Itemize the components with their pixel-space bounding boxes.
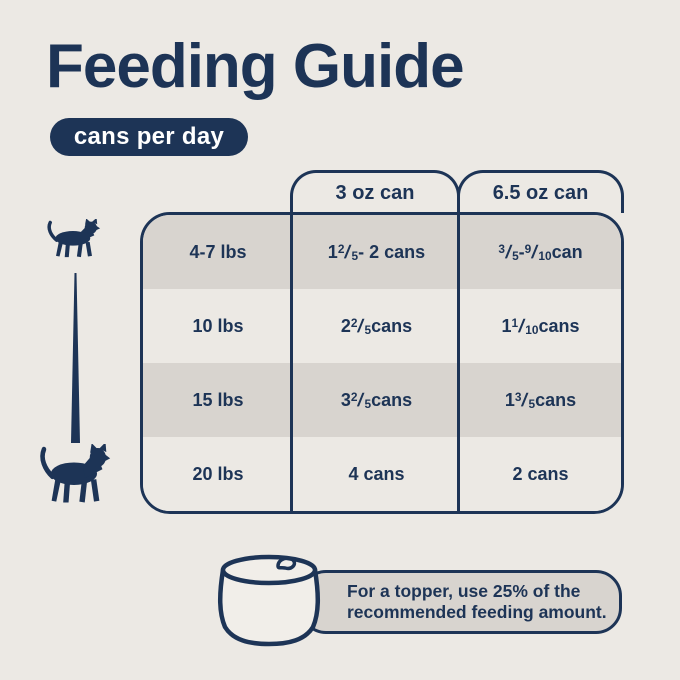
topper-note-line2: recommended feeding amount. bbox=[347, 602, 607, 622]
amount-3oz-cell: 2 2/5 cans bbox=[340, 315, 413, 338]
column-header-6-5oz: 6.5 oz can bbox=[457, 170, 624, 213]
column-header-6-5oz-label: 6.5 oz can bbox=[492, 181, 589, 204]
column-header-3oz-label: 3 oz can bbox=[335, 181, 415, 204]
weight-cell: 10 lbs bbox=[192, 315, 244, 336]
table-row: 15 lbs 3 2/5 cans 1 3/5 cans bbox=[143, 363, 621, 437]
table-row: 4-7 lbs 1 2/5 - 2 cans 3/5 - 9/10 can bbox=[143, 215, 621, 289]
badge-label: cans per day bbox=[73, 123, 225, 150]
food-can-icon bbox=[218, 554, 320, 647]
column-divider bbox=[289, 215, 293, 511]
table-row: 10 lbs 2 2/5 cans 1 1/10 cans bbox=[143, 289, 621, 363]
weight-cell: 20 lbs bbox=[192, 463, 244, 484]
amount-6-5oz-cell: 3/5 - 9/10 can bbox=[498, 241, 583, 264]
large-cat-icon bbox=[40, 444, 111, 503]
column-header-3oz: 3 oz can bbox=[290, 170, 460, 213]
amount-3oz-cell: 1 2/5 - 2 cans bbox=[327, 241, 426, 264]
page-title: Feeding Guide bbox=[46, 32, 465, 101]
cans-per-day-badge: cans per day bbox=[50, 118, 248, 156]
small-cat-icon bbox=[47, 219, 101, 258]
topper-note: For a topper, use 25% of the recommended… bbox=[300, 570, 622, 634]
amount-3oz-cell: 4 cans bbox=[348, 463, 405, 484]
amount-6-5oz-cell: 1 3/5 cans bbox=[504, 389, 577, 412]
feeding-table: 4-7 lbs 1 2/5 - 2 cans 3/5 - 9/10 can 10… bbox=[140, 212, 624, 514]
amount-6-5oz-cell: 1 1/10 cans bbox=[501, 315, 580, 338]
column-divider bbox=[456, 215, 460, 511]
topper-note-line1: For a topper, use 25% of the bbox=[347, 581, 581, 601]
size-taper-icon bbox=[71, 273, 80, 443]
table-row: 20 lbs 4 cans 2 cans bbox=[143, 437, 621, 511]
amount-6-5oz-cell: 2 cans bbox=[512, 463, 569, 484]
amount-3oz-cell: 3 2/5 cans bbox=[340, 389, 413, 412]
weight-cell: 4-7 lbs bbox=[189, 241, 247, 262]
weight-cell: 15 lbs bbox=[192, 389, 244, 410]
